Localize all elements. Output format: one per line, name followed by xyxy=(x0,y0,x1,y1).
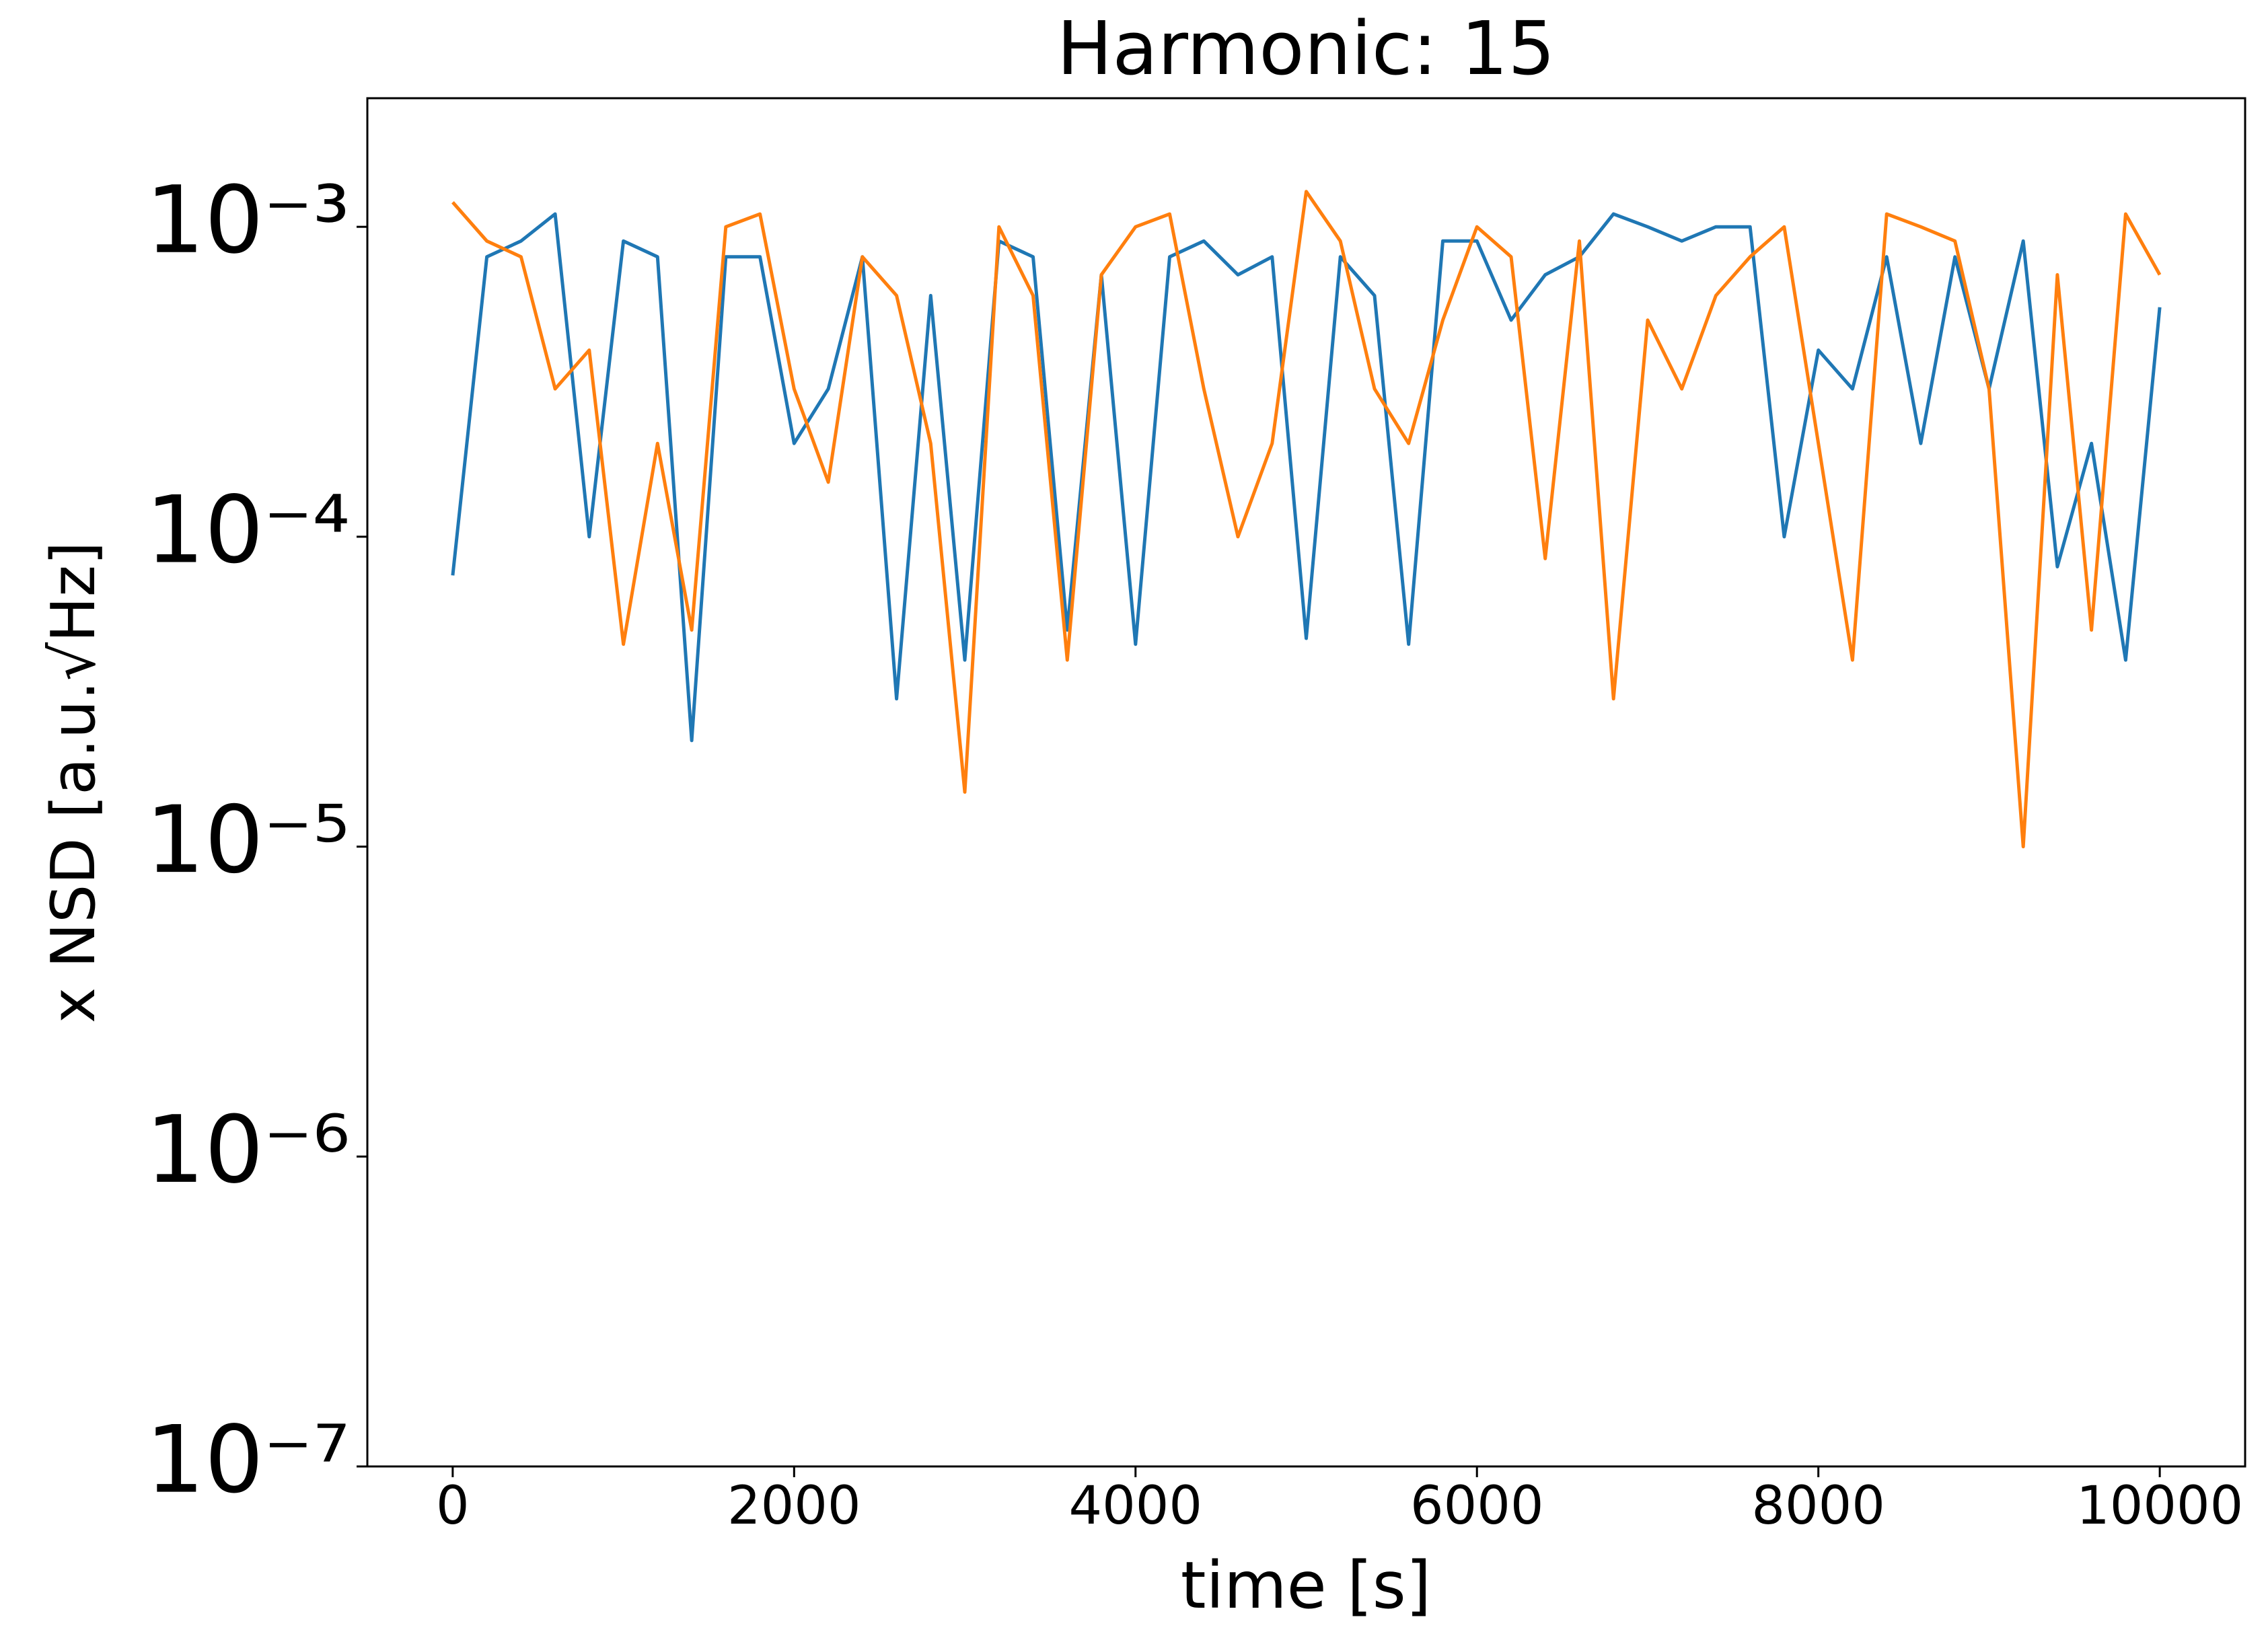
x-tick-label: 4000 xyxy=(1069,1476,1203,1536)
chart-title: Harmonic: 15 xyxy=(1057,5,1556,91)
y-tick-label: 10⁻⁴ xyxy=(145,476,350,584)
x-tick-label: 2000 xyxy=(727,1476,861,1536)
x-tick-label: 8000 xyxy=(1751,1476,1885,1536)
x-axis-label: time [s] xyxy=(1181,1548,1431,1623)
data-line xyxy=(451,212,2162,743)
x-tick-label: 10000 xyxy=(2076,1476,2243,1536)
y-tick-label: 10⁻³ xyxy=(145,166,350,274)
data-line xyxy=(451,190,2162,849)
x-tick-label: 0 xyxy=(436,1476,470,1536)
y-tick-label: 10⁻⁷ xyxy=(145,1406,350,1514)
y-tick-label: 10⁻⁶ xyxy=(145,1096,350,1204)
x-tick-label: 6000 xyxy=(1410,1476,1544,1536)
y-tick-label: 10⁻⁵ xyxy=(145,786,350,894)
plot-frame xyxy=(366,97,2246,1468)
y-axis-label: x NSD [a.u.√Hz] xyxy=(38,542,109,1023)
